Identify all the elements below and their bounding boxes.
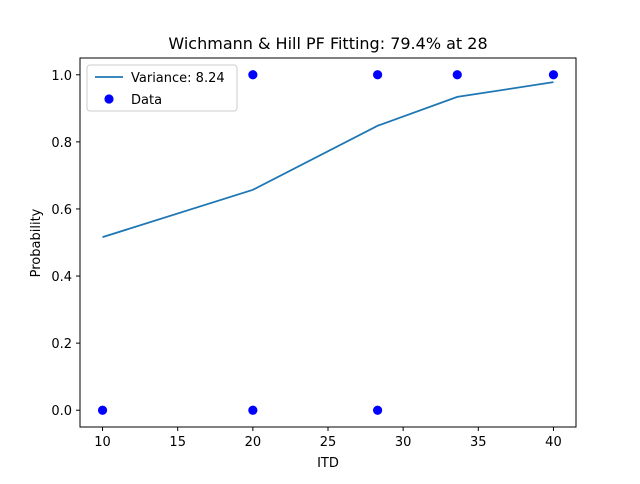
legend: Variance: 8.24 Data: [86, 64, 238, 112]
legend-box: [86, 64, 238, 112]
legend-label: Data: [131, 93, 162, 108]
y-tick-label: 0.0: [51, 404, 72, 419]
x-tick-label: 10: [94, 435, 111, 450]
chart-title: Wichmann & Hill PF Fitting: 79.4% at 28: [168, 34, 487, 53]
data-point: [97, 405, 108, 415]
legend-label: Variance: 8.24: [131, 71, 225, 86]
y-tick-label: 0.4: [51, 270, 72, 285]
data-point: [548, 70, 559, 80]
plot-area: [97, 70, 559, 415]
y-tick-label: 0.8: [51, 136, 72, 151]
y-tick-label: 0.2: [51, 337, 72, 352]
y-axis-label: Probability: [29, 208, 44, 277]
data-point: [373, 70, 383, 80]
plot-frame: [79, 57, 577, 428]
x-tick-label: 30: [395, 435, 412, 450]
data-point: [373, 405, 383, 415]
data-point: [248, 70, 258, 80]
x-tick-label: 35: [470, 435, 487, 450]
axis-ticks: 10 15 20 25 30 35 40 0.0 0.2 0.4 0.6 0.8 1.0: [51, 69, 561, 450]
y-tick-label: 0.6: [51, 203, 72, 218]
fit-curve-line: [102, 81, 554, 238]
y-tick-label: 1.0: [51, 69, 72, 84]
x-tick-label: 15: [169, 435, 186, 450]
data-point: [452, 70, 462, 80]
legend-marker-swatch: [104, 94, 114, 104]
x-tick-label: 40: [545, 435, 562, 450]
x-tick-label: 25: [320, 435, 337, 450]
x-axis-label: ITD: [317, 456, 339, 471]
x-tick-label: 20: [245, 435, 262, 450]
data-point: [248, 405, 258, 415]
